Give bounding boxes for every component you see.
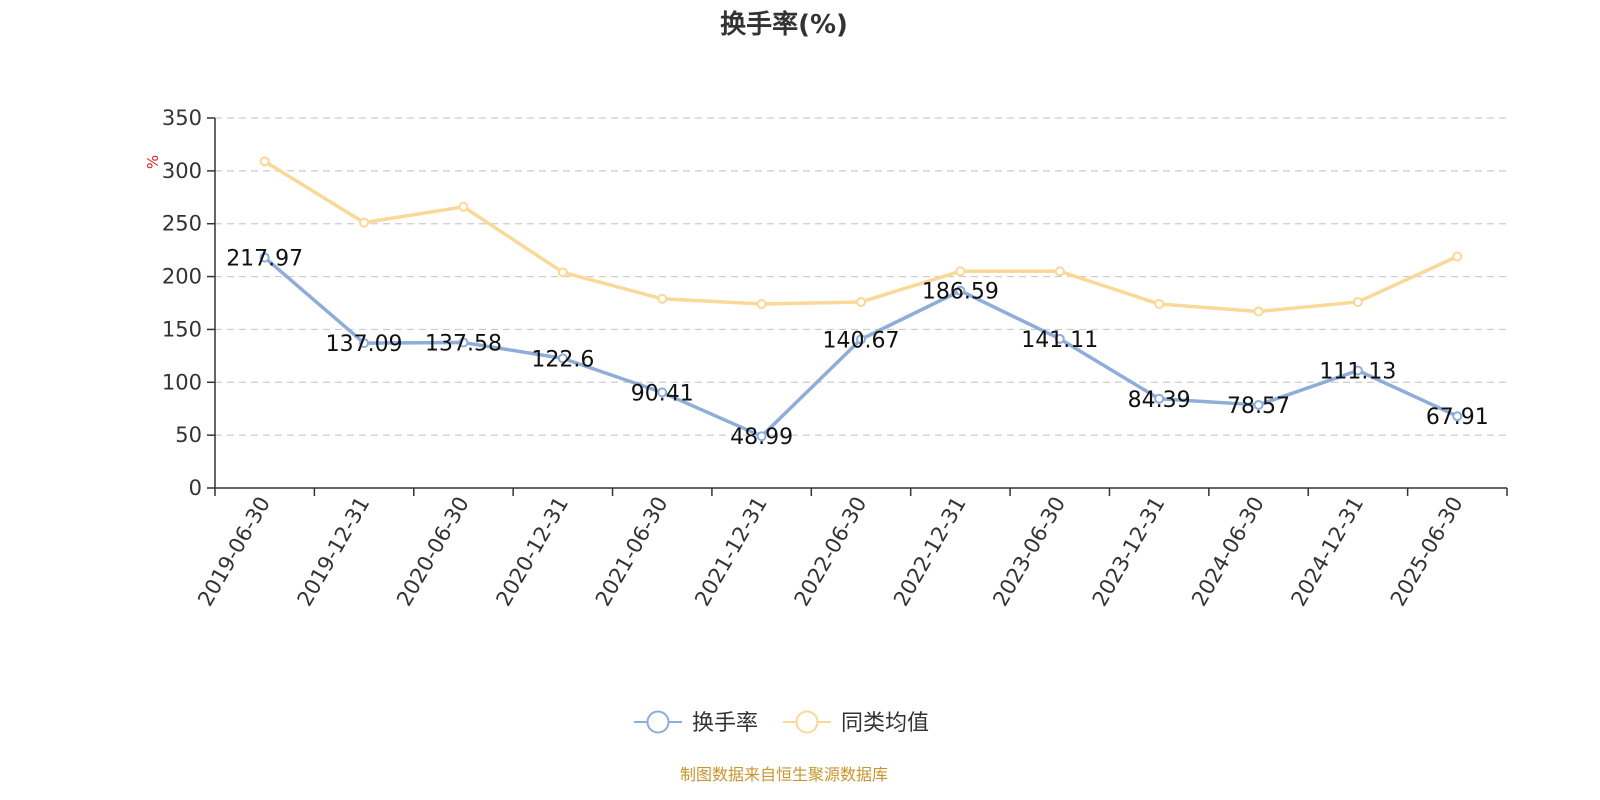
- point-turnover-rate: [1452, 411, 1463, 422]
- point-peer-average: [259, 156, 270, 167]
- point-turnover-rate: [1154, 393, 1165, 404]
- point-turnover-rate: [1054, 333, 1065, 344]
- x-tick-label: 2019-06-30: [193, 493, 275, 611]
- x-tick-label: 2019-12-31: [293, 493, 375, 611]
- point-peer-average: [657, 293, 668, 304]
- point-peer-average: [458, 201, 469, 212]
- data-label: 122.6: [531, 347, 594, 372]
- point-peer-average: [955, 266, 966, 277]
- point-peer-average: [557, 267, 568, 278]
- point-turnover-rate: [557, 353, 568, 364]
- legend-item-peer-average[interactable]: 同类均值: [783, 710, 929, 736]
- point-turnover-rate: [1352, 365, 1363, 376]
- data-label: 84.39: [1128, 388, 1191, 413]
- point-peer-average: [856, 296, 866, 307]
- point-turnover-rate: [458, 337, 469, 348]
- x-tick-label: 2022-06-30: [790, 493, 872, 611]
- point-peer-average: [359, 217, 370, 228]
- legend-marker: [646, 710, 670, 734]
- point-turnover-rate: [955, 285, 966, 296]
- point-turnover-rate: [756, 431, 767, 442]
- point-peer-average: [756, 299, 767, 310]
- data-label: 137.58: [425, 332, 502, 357]
- data-labels: 217.97 137.09 137.58 122.6 90.41 48.99 140.67 1…: [226, 247, 1489, 451]
- x-tick-label: 2020-06-30: [392, 493, 474, 611]
- y-tick-label: 150: [162, 317, 202, 341]
- data-label: 111.13: [1319, 360, 1396, 385]
- legend-item-turnover-rate[interactable]: 换手率: [634, 710, 758, 736]
- series-line-peer-average: [262, 159, 1460, 314]
- y-tick-label: 0: [189, 476, 202, 500]
- x-tick-label: 2024-12-31: [1286, 493, 1368, 611]
- chart-title: 换手率(%): [720, 9, 848, 40]
- data-label: 217.97: [226, 247, 303, 272]
- point-turnover-rate: [259, 252, 270, 263]
- axes: 0 50 100 150 200 250 300 350 2019-06-30 2019-12-3…: [162, 106, 1508, 611]
- legend[interactable]: 换手率 同类均值: [634, 710, 929, 736]
- data-label: 90.41: [631, 381, 694, 406]
- point-peer-average: [1054, 266, 1065, 277]
- y-tick-label: 350: [162, 106, 202, 130]
- data-label: 78.57: [1227, 394, 1290, 419]
- x-tick-label: 2021-06-30: [591, 493, 673, 611]
- source-note: 制图数据来自恒生聚源数据库: [680, 765, 888, 784]
- point-turnover-rate: [657, 387, 668, 398]
- y-tick-label: 50: [175, 423, 202, 447]
- x-tick-label: 2025-06-30: [1386, 493, 1468, 611]
- y-tick-label: 200: [162, 265, 202, 289]
- point-turnover-rate: [359, 338, 370, 349]
- x-tick-label: 2022-12-31: [889, 493, 971, 611]
- y-tick-label: 300: [162, 159, 202, 183]
- y-tick-label: 100: [162, 370, 202, 394]
- legend-marker: [795, 710, 819, 734]
- series-lines: [259, 156, 1463, 442]
- x-tick-label: 2023-06-30: [988, 493, 1070, 611]
- legend-label: 换手率: [692, 711, 758, 736]
- point-peer-average: [1352, 296, 1363, 307]
- data-label: 141.11: [1021, 328, 1098, 353]
- x-tick-label: 2023-12-31: [1088, 493, 1170, 611]
- data-label: 140.67: [823, 328, 900, 353]
- data-label: 48.99: [730, 425, 793, 450]
- x-tick-label: 2021-12-31: [690, 493, 772, 611]
- y-axis-unit-label: %: [144, 155, 162, 169]
- y-tick-label: 250: [162, 212, 202, 236]
- x-tick-label: 2024-06-30: [1187, 493, 1269, 611]
- point-peer-average: [1253, 306, 1264, 317]
- point-turnover-rate: [1253, 399, 1264, 410]
- point-turnover-rate: [856, 334, 866, 345]
- data-label: 67.91: [1426, 405, 1489, 430]
- point-peer-average: [1452, 251, 1463, 262]
- data-label: 137.09: [326, 332, 403, 357]
- point-peer-average: [1154, 299, 1165, 310]
- data-label: 186.59: [922, 280, 999, 305]
- x-tick-label: 2020-12-31: [491, 493, 573, 611]
- legend-label: 同类均值: [841, 711, 929, 736]
